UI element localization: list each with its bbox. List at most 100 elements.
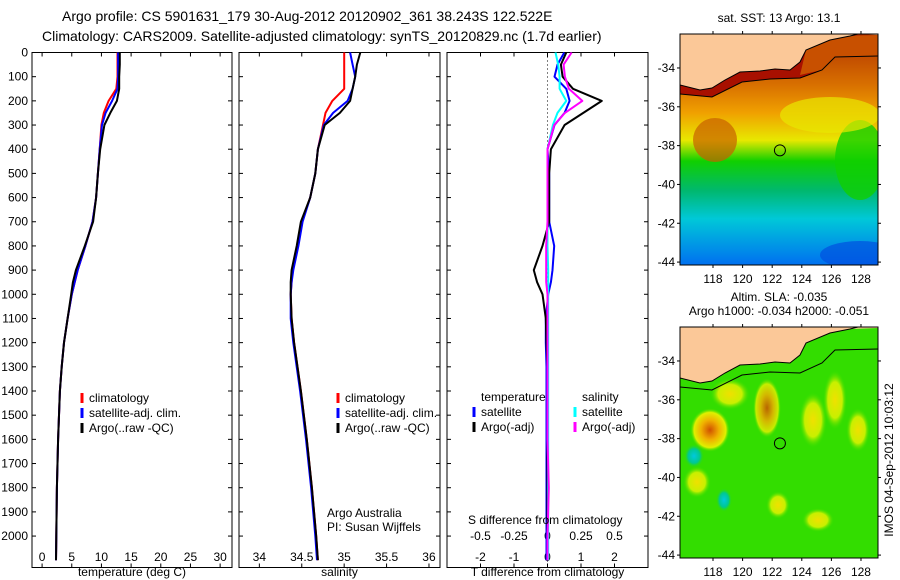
- x-tick-label: -1: [509, 550, 520, 564]
- legend-label: satellite: [582, 405, 623, 419]
- map-lat-label: -42: [658, 509, 676, 523]
- x-tick-label: 35: [337, 550, 351, 564]
- legend-label: Argo(-adj): [481, 420, 534, 434]
- map-lon-label: 128: [851, 565, 871, 579]
- map-lon-label: 118: [703, 565, 722, 579]
- y-tick-label: 1200: [1, 336, 28, 350]
- land: [680, 327, 878, 383]
- profile-panels: 0100200300400500600700800900100011001200…: [1, 46, 649, 579]
- map-lat-label: -42: [658, 216, 676, 230]
- legend-header-salinity: salinity: [582, 390, 619, 404]
- x-tick-label: 0: [39, 550, 46, 564]
- x-tick-label: 36: [422, 550, 436, 564]
- temperature-axes-frame: [31, 52, 233, 568]
- y-tick-label: 800: [8, 239, 28, 253]
- sla-low-patch: [716, 488, 732, 512]
- argo-position-marker: [773, 144, 786, 157]
- sst-warm-patch: [780, 97, 878, 133]
- map-lat-label: -44: [658, 548, 676, 562]
- sla-warm-patch: [766, 491, 790, 519]
- land: [680, 34, 878, 90]
- sla-map-axes: 118 120 122 124 126 128 -34 -36 -38 -40 -42 -44: [658, 324, 881, 579]
- map-lon-label: 126: [821, 565, 841, 579]
- map-lon-label: 124: [792, 272, 812, 286]
- s-tick-label: -0.25: [500, 529, 528, 543]
- sla-warm-patch: [710, 378, 750, 410]
- sla-map-subtitle: Argo h1000: -0.034 h2000: -0.051: [689, 304, 869, 318]
- x-axis-label: salinity: [321, 565, 358, 579]
- x-tick-label: 35.5: [375, 550, 399, 564]
- salinity-axes-frame: [238, 52, 441, 568]
- x-axis-label: temperature (deg C): [78, 565, 186, 579]
- y-tick-label: 1800: [1, 481, 28, 495]
- x-tick-label: 1: [578, 550, 585, 564]
- x-tick-label: 25: [184, 550, 198, 564]
- sla-map-frame: [679, 326, 879, 559]
- series-argo-raw-qc-: [55, 52, 121, 561]
- sla-warm-patch: [823, 370, 847, 430]
- difference-legend: temperature salinity: [481, 390, 619, 404]
- y-tick-label: 1500: [1, 408, 28, 422]
- sla-warm-patch: [846, 408, 870, 452]
- y-tick-label: 900: [8, 263, 28, 277]
- y-tick-label: 1300: [1, 360, 28, 374]
- difference-panel: -2-1012T difference from climatology-0.5…: [446, 51, 649, 579]
- coastline: [680, 34, 859, 91]
- x-tick-label: 2: [611, 550, 618, 564]
- y-tick-label: 300: [8, 118, 28, 132]
- y-tick-label: 2000: [1, 529, 28, 543]
- legend-label: Argo(..raw -QC): [89, 421, 174, 435]
- series-temperature-argo-adj-: [532, 52, 603, 561]
- map-lon-label: 124: [792, 565, 812, 579]
- isobath-contour: [680, 348, 878, 391]
- series-salinity-argo-adj-: [545, 51, 584, 561]
- sst-cold-patch: [820, 241, 878, 265]
- map-lon-label: 126: [821, 272, 841, 286]
- header-title-line2: Climatology: CARS2009. Satellite-adjuste…: [42, 28, 602, 44]
- sst-shelf-band-east: [800, 35, 878, 75]
- sst-warm-eddy: [693, 118, 737, 162]
- map-lon-label: 118: [703, 272, 722, 286]
- y-tick-label: 1600: [1, 432, 28, 446]
- sst-map-title: sat. SST: 13 Argo: 13.1: [718, 11, 841, 25]
- y-tick-label: 1400: [1, 384, 28, 398]
- sla-warm-patch: [799, 392, 827, 448]
- sla-warm-patch: [802, 508, 834, 532]
- legend-label: Argo(-adj): [582, 420, 635, 434]
- map-lat-label: -40: [658, 177, 676, 191]
- sst-map: sat. SST: 13 Argo: 13.1 118 120 122 124 126 1…: [658, 11, 881, 286]
- imos-timestamp: IMOS 04-Sep-2012 10:03:12: [882, 383, 896, 537]
- y-tick-label: 1900: [1, 505, 28, 519]
- sst-map-axes: 118 120 122 124 126 128 -34 -36 -38 -40 -42 -44: [658, 31, 881, 286]
- s-tick-label: -0.5: [470, 529, 491, 543]
- legend-label: climatology: [345, 391, 405, 405]
- y-tick-label: 1700: [1, 457, 28, 471]
- series-climatology: [289, 52, 346, 561]
- y-tick-label: 500: [8, 166, 28, 180]
- x-tick-label: 5: [68, 550, 75, 564]
- legend-label: satellite: [481, 405, 522, 419]
- map-lat-label: -40: [658, 470, 676, 484]
- map-lon-label: 128: [851, 272, 871, 286]
- series-argo-raw-qc-: [289, 52, 362, 561]
- map-lon-label: 120: [733, 565, 753, 579]
- map-lat-label: -34: [658, 61, 676, 75]
- x-tick-label: 10: [95, 550, 109, 564]
- legend-label: Argo(..raw -QC): [345, 421, 430, 435]
- salinity-panel: 34 34.5 35 35.5 36 salinity climatologysatelli…: [238, 52, 441, 579]
- x-tick-label: 34: [253, 550, 267, 564]
- x-axis-label: T difference from climatology: [471, 565, 625, 579]
- x-tick-label: 15: [124, 550, 138, 564]
- map-lat-label: -36: [658, 393, 676, 407]
- y-tick-label: 200: [8, 94, 28, 108]
- series-satellite-adj-clim-: [55, 52, 120, 561]
- y-tick-label: 400: [8, 142, 28, 156]
- map-lat-label: -34: [658, 354, 676, 368]
- credits-line1: Argo Australia: [327, 506, 402, 520]
- legend-label: climatology: [89, 391, 149, 405]
- y-tick-label: 700: [8, 215, 28, 229]
- y-tick-label: 600: [8, 191, 28, 205]
- legend-header-temperature: temperature: [481, 390, 546, 404]
- sla-low-patch: [684, 444, 704, 468]
